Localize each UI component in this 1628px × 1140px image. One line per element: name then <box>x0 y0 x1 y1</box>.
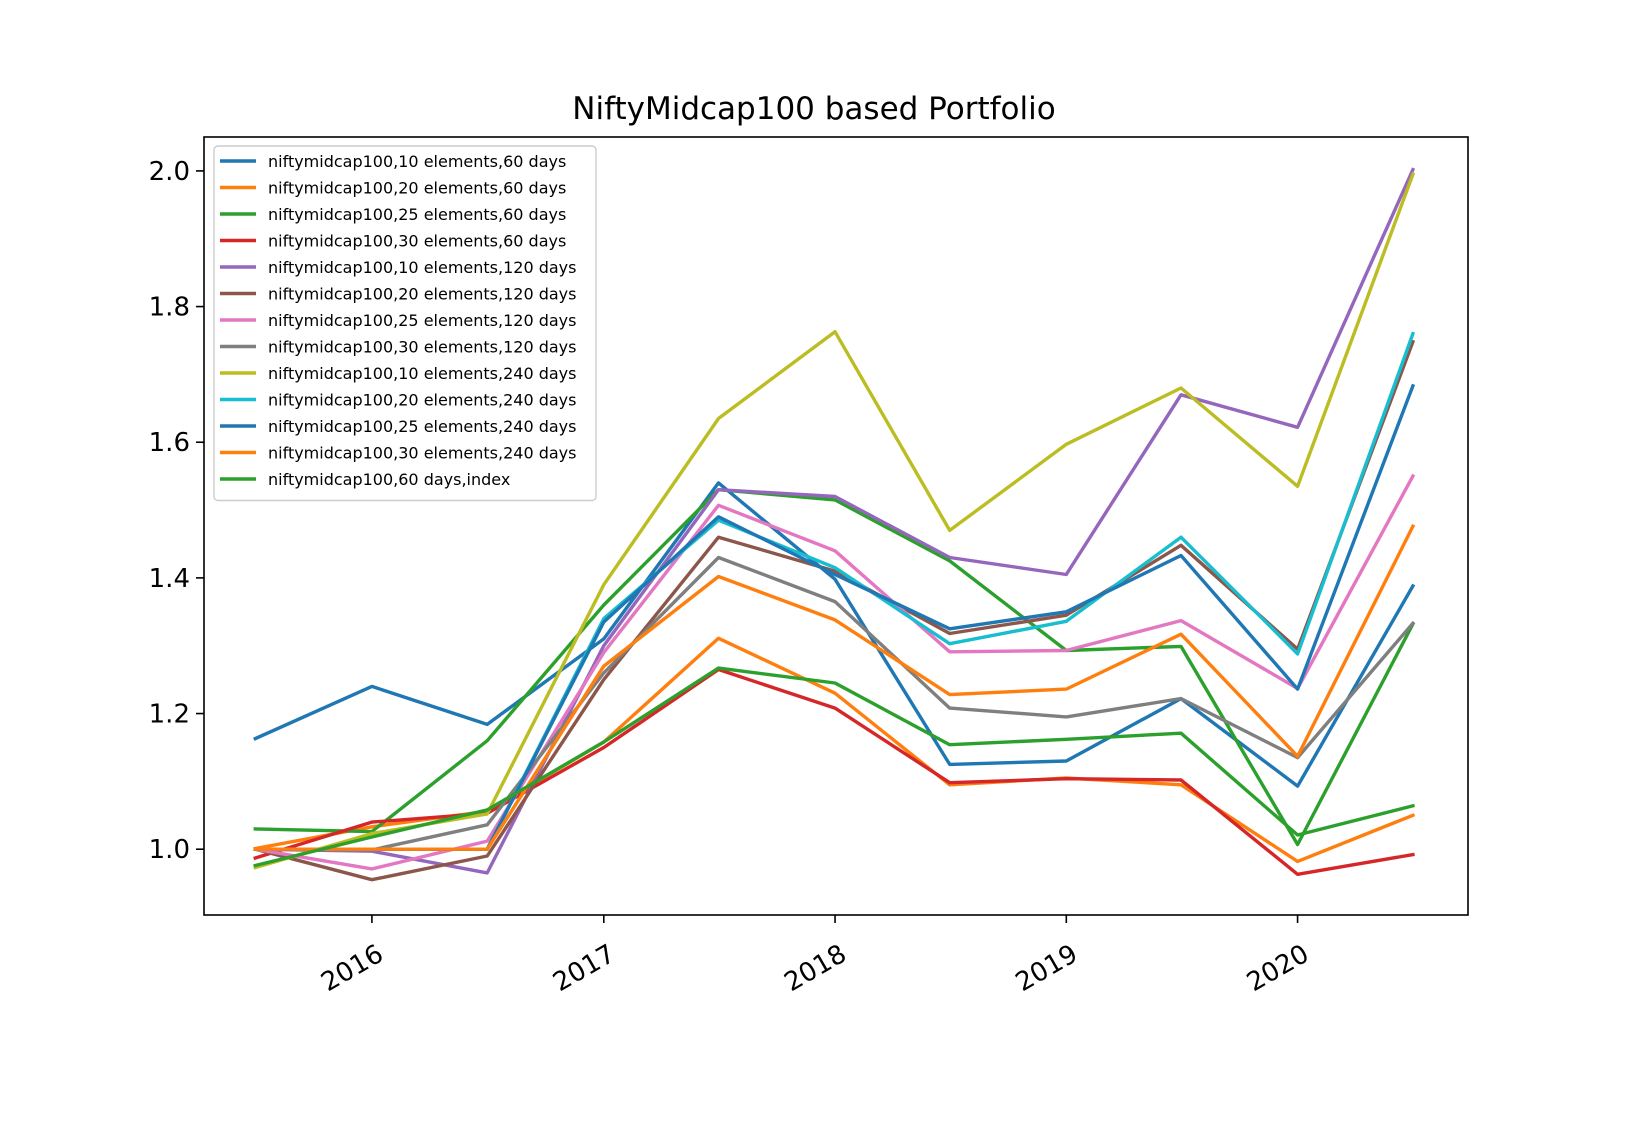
legend-label: niftymidcap100,25 elements,120 days <box>268 311 576 330</box>
y-tick-label: 1.6 <box>149 428 190 458</box>
chart-title: NiftyMidcap100 based Portfolio <box>572 91 1055 127</box>
legend-label: niftymidcap100,30 elements,60 days <box>268 232 566 251</box>
legend-label: niftymidcap100,30 elements,240 days <box>268 444 576 463</box>
y-tick-label: 1.8 <box>149 293 190 323</box>
legend: niftymidcap100,10 elements,60 days niftym… <box>213 145 597 502</box>
plot-area-frame <box>203 136 1469 916</box>
legend-label: niftymidcap100,20 elements,120 days <box>268 285 576 304</box>
y-tick-label: 2.0 <box>149 157 190 187</box>
legend-label: niftymidcap100,10 elements,120 days <box>268 258 576 277</box>
y-axis: 1.0 1.2 1.4 1.6 1.8 2.0 <box>149 157 204 865</box>
series-line-8 <box>253 555 1416 852</box>
y-tick-label: 1.2 <box>149 700 190 730</box>
legend-box <box>213 145 597 502</box>
legend-label: niftymidcap100,25 elements,60 days <box>268 205 566 224</box>
legend-label: niftymidcap100,10 elements,240 days <box>268 364 576 383</box>
y-tick-label: 1.0 <box>149 835 190 865</box>
series-line-3 <box>253 488 1416 847</box>
legend-label: niftymidcap100,10 elements,60 days <box>268 152 566 171</box>
series-line-13 <box>253 666 1415 868</box>
series-line-4 <box>253 667 1415 876</box>
series-lines <box>253 167 1416 882</box>
series-line-6 <box>253 339 1416 882</box>
legend-label: niftymidcap100,25 elements,240 days <box>268 417 576 436</box>
y-tick-label: 1.4 <box>149 564 190 594</box>
legend-label: niftymidcap100,20 elements,60 days <box>268 179 566 198</box>
legend-label: niftymidcap100,30 elements,120 days <box>268 338 576 357</box>
legend-label: niftymidcap100,60 days,index <box>268 470 510 489</box>
series-line-12 <box>253 524 1416 851</box>
legend-label: niftymidcap100,20 elements,240 days <box>268 391 576 410</box>
series-line-1 <box>253 481 1416 788</box>
series-line-5 <box>253 167 1416 875</box>
